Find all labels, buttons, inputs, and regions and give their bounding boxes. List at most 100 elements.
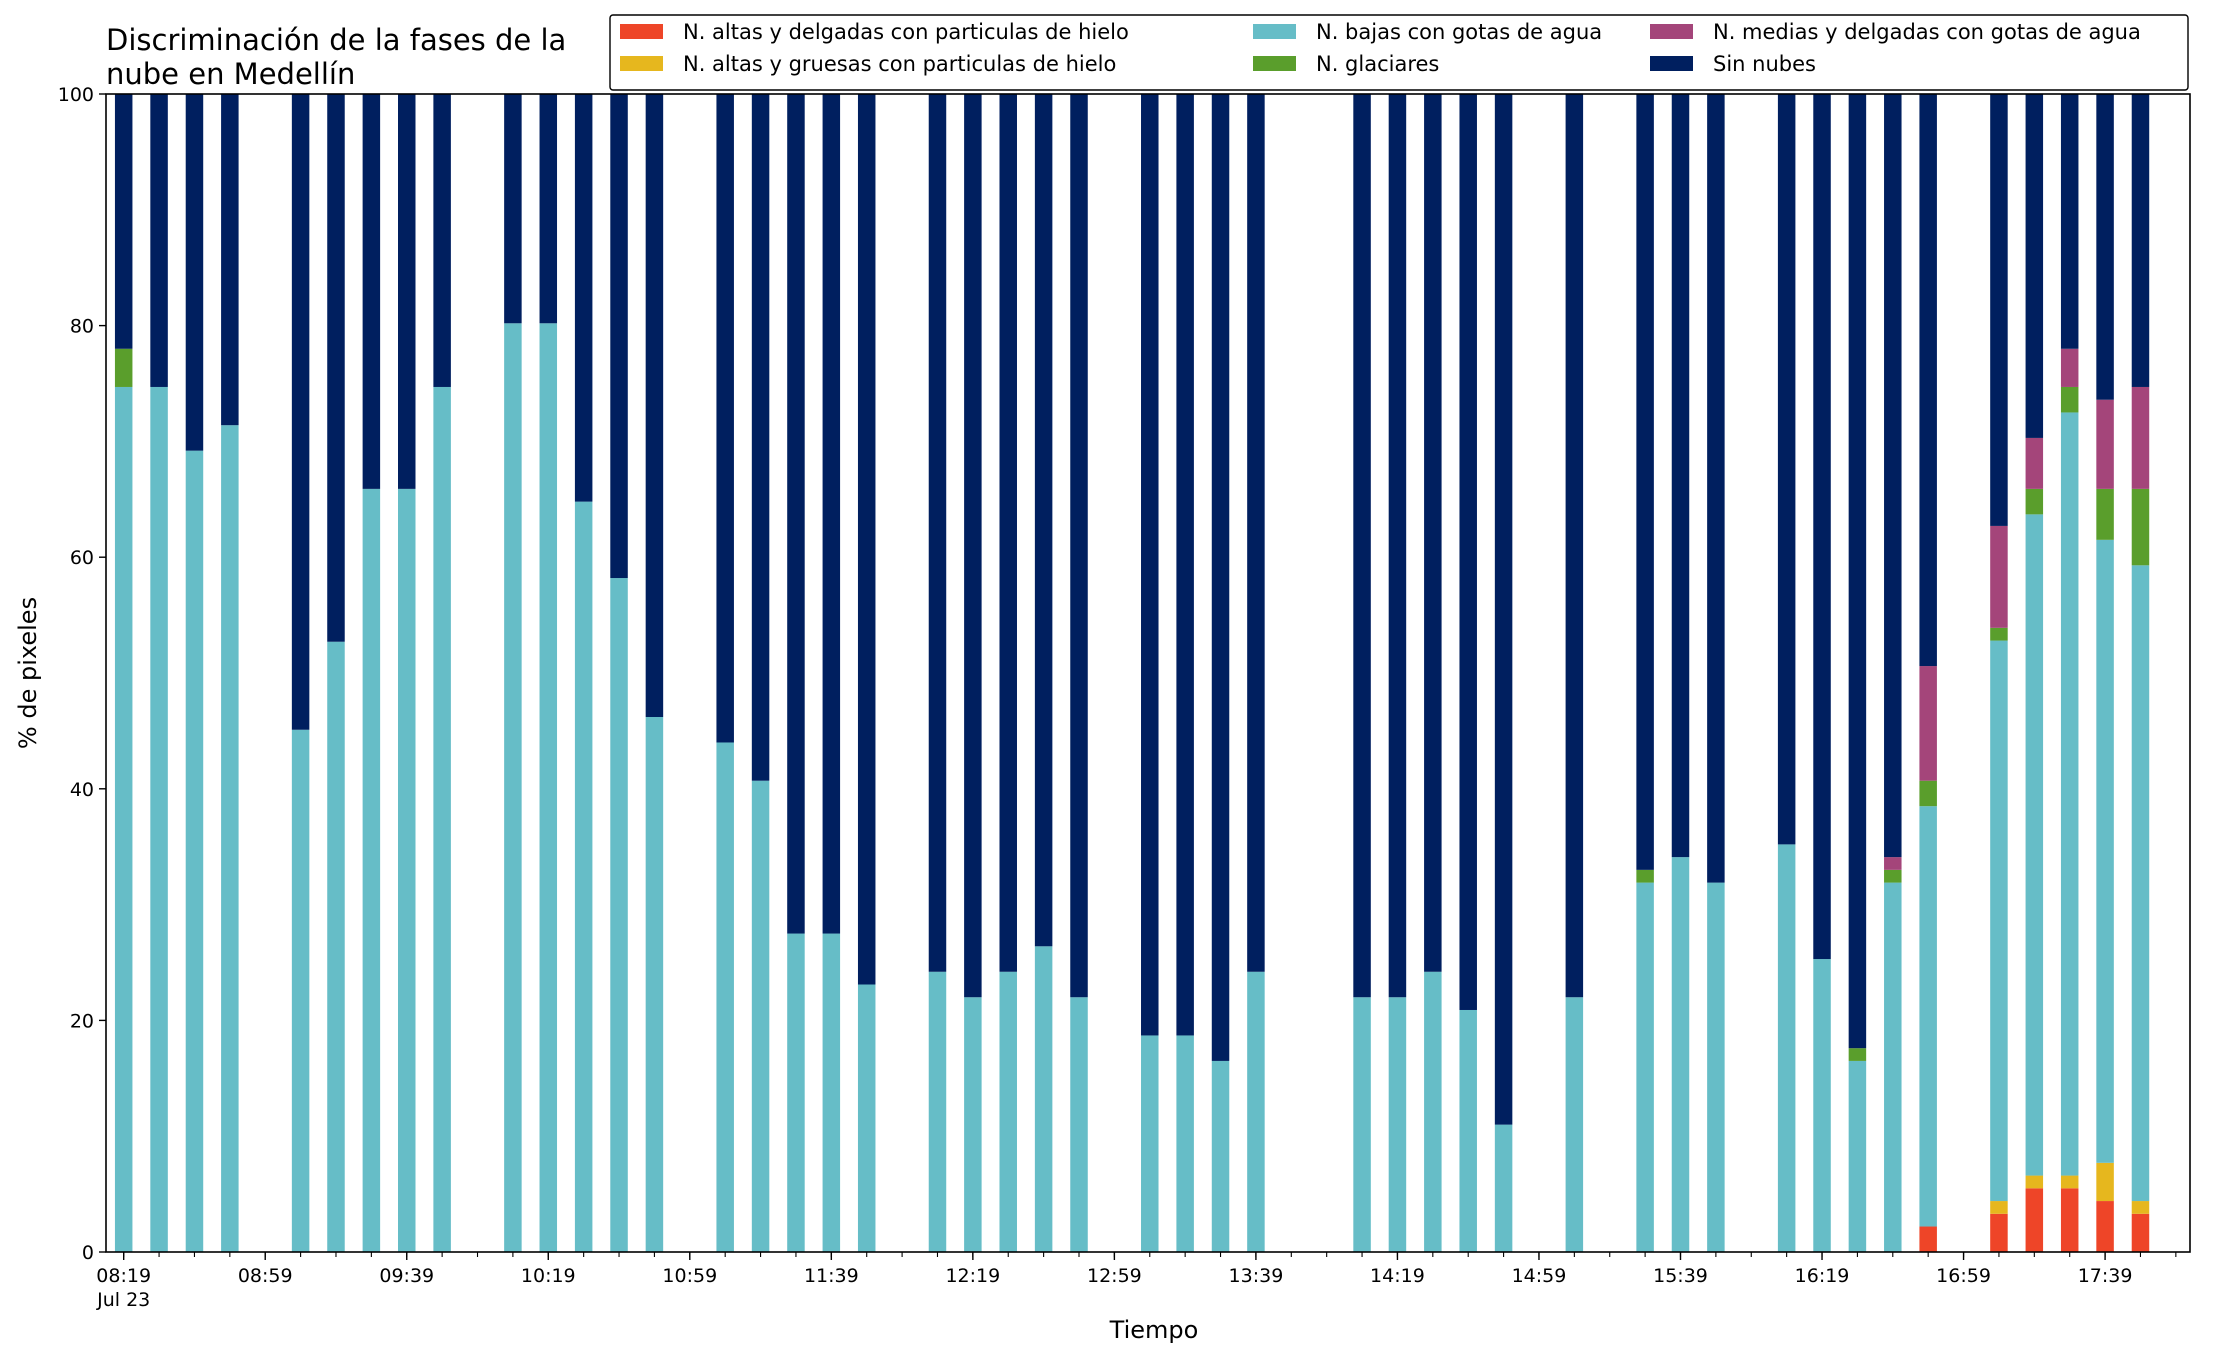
chart-title-line-1: Discriminación de la fases de la [106, 23, 566, 57]
bar-segment-glaciares-40 [1884, 869, 1902, 883]
x-tick-label: 12:19 [945, 1265, 1000, 1287]
bar-segment-sin_nubes-26 [1211, 94, 1230, 1061]
bar-segment-sin_nubes-2 [185, 94, 204, 451]
bar-segment-sin_nubes-37 [1777, 94, 1796, 845]
bar-segment-bajas_agua-35 [1671, 857, 1690, 1252]
bar-segment-sin_nubes-23 [1070, 94, 1088, 998]
bar-segment-sin_nubes-18 [857, 94, 876, 985]
bar-segment-alt_delg_hielo-45 [2096, 1201, 2114, 1252]
bar-segment-bajas_agua-43 [2025, 514, 2044, 1176]
bar-segment-sin_nubes-12 [610, 94, 628, 579]
legend-label-glaciares: N. glaciares [1316, 52, 1439, 76]
bar-segment-bajas_agua-27 [1247, 971, 1265, 1252]
legend-label-bajas_agua: N. bajas con gotas de agua [1316, 20, 1602, 44]
bar-segment-sin_nubes-8 [433, 94, 451, 387]
x-tick-label: 14:19 [1370, 1265, 1425, 1287]
x-tick-label: 16:59 [1936, 1265, 1991, 1287]
x-axis-label: Tiempo [1109, 1316, 1199, 1344]
bar-segment-sin_nubes-13 [645, 94, 664, 717]
bar-segment-sin_nubes-45 [2096, 94, 2114, 400]
bar-segment-bajas_agua-32 [1494, 1124, 1513, 1252]
bar-segment-bajas_agua-46 [2131, 565, 2150, 1202]
x-tick-label: 11:39 [804, 1265, 859, 1287]
legend-swatch-alt_delg_hielo [620, 24, 663, 39]
bar-segment-bajas_agua-10 [539, 323, 558, 1252]
x-tick-label: 17:39 [2078, 1265, 2133, 1287]
bar-segment-alt_delg_hielo-41 [1919, 1226, 1937, 1252]
bar-segment-sin_nubes-27 [1247, 94, 1265, 972]
bar-segment-glaciares-39 [1848, 1048, 1867, 1061]
bars-layer [114, 94, 2150, 1253]
y-tick-label: 20 [70, 1010, 94, 1032]
bar-segment-bajas_agua-17 [822, 933, 841, 1252]
bar-segment-bajas_agua-36 [1707, 882, 1725, 1252]
bar-segment-bajas_agua-18 [857, 984, 876, 1252]
bar-segment-glaciares-0 [114, 348, 133, 387]
x-tick-label: 10:59 [662, 1265, 717, 1287]
bar-segment-sin_nubes-1 [150, 94, 168, 387]
bar-segment-bajas_agua-19 [928, 971, 947, 1252]
bar-segment-bajas_agua-7 [398, 488, 416, 1252]
x-tick-date-label: Jul 23 [96, 1289, 150, 1311]
y-axis: 0 20 40 60 80 100 [58, 84, 106, 1264]
y-tick-label: 60 [70, 547, 94, 569]
bar-segment-bajas_agua-21 [999, 971, 1017, 1252]
bar-segment-glaciares-43 [2025, 488, 2044, 515]
x-tick-label: 09:39 [379, 1265, 434, 1287]
bar-segment-glaciares-44 [2060, 386, 2079, 413]
bar-segment-sin_nubes-43 [2025, 94, 2044, 438]
x-tick-label: 13:39 [1229, 1265, 1284, 1287]
bar-segment-bajas_agua-44 [2060, 412, 2079, 1176]
x-tick-label: 14:59 [1512, 1265, 1567, 1287]
bar-segment-sin_nubes-16 [787, 94, 805, 934]
bar-segment-bajas_agua-13 [645, 717, 664, 1252]
bar-segment-bajas_agua-0 [114, 386, 133, 1253]
bar-segment-sin_nubes-4 [291, 94, 310, 730]
bar-segment-bajas_agua-33 [1565, 997, 1584, 1252]
bar-segment-sin_nubes-25 [1176, 94, 1194, 1036]
bar-segment-glaciares-41 [1919, 780, 1937, 807]
bar-segment-bajas_agua-29 [1388, 997, 1407, 1252]
bar-segment-bajas_agua-11 [574, 501, 593, 1252]
bar-segment-sin_nubes-30 [1424, 94, 1442, 972]
legend-label-medias_agua: N. medias y delgadas con gotas de agua [1713, 20, 2141, 44]
bar-segment-bajas_agua-41 [1919, 806, 1937, 1227]
bar-segment-sin_nubes-17 [822, 94, 841, 934]
y-tick-label: 40 [70, 779, 94, 801]
y-tick-label: 100 [58, 84, 94, 106]
bar-segment-sin_nubes-19 [928, 94, 947, 972]
bar-segment-medias_agua-46 [2131, 386, 2150, 489]
bar-segment-bajas_agua-23 [1070, 997, 1088, 1252]
bar-segment-sin_nubes-21 [999, 94, 1017, 972]
chart-title: Discriminación de la fases de la nube en… [106, 23, 566, 91]
bar-segment-medias_agua-44 [2060, 348, 2079, 387]
bar-segment-medias_agua-40 [1884, 857, 1902, 870]
bar-segment-bajas_agua-28 [1353, 997, 1371, 1252]
x-tick-label: 10:19 [521, 1265, 576, 1287]
bar-segment-medias_agua-41 [1919, 666, 1937, 781]
bar-segment-bajas_agua-2 [185, 450, 204, 1252]
bar-segment-bajas_agua-24 [1141, 1035, 1159, 1252]
plot-frame [105, 93, 2191, 1253]
bar-segment-sin_nubes-14 [716, 94, 734, 743]
bar-segment-sin_nubes-22 [1034, 94, 1053, 947]
bar-segment-alt_grue_hielo-46 [2131, 1201, 2150, 1214]
x-tick-label: 08:59 [238, 1265, 293, 1287]
bar-segment-glaciares-46 [2131, 488, 2150, 566]
bar-segment-bajas_agua-15 [751, 780, 770, 1252]
x-tick-label: 08:19 [96, 1265, 151, 1287]
bar-segment-sin_nubes-40 [1884, 94, 1902, 858]
bar-segment-bajas_agua-22 [1034, 946, 1053, 1252]
bar-segment-alt_delg_hielo-46 [2131, 1213, 2150, 1252]
bar-segment-bajas_agua-8 [433, 386, 451, 1253]
bar-segment-bajas_agua-4 [291, 729, 310, 1252]
y-axis-label: % de pixeles [14, 597, 42, 749]
bar-segment-bajas_agua-38 [1813, 959, 1831, 1252]
legend-box [609, 14, 2189, 91]
bar-segment-sin_nubes-32 [1494, 94, 1513, 1125]
bar-segment-sin_nubes-24 [1141, 94, 1159, 1036]
x-tick-label: 12:59 [1087, 1265, 1142, 1287]
bar-segment-sin_nubes-11 [574, 94, 593, 502]
